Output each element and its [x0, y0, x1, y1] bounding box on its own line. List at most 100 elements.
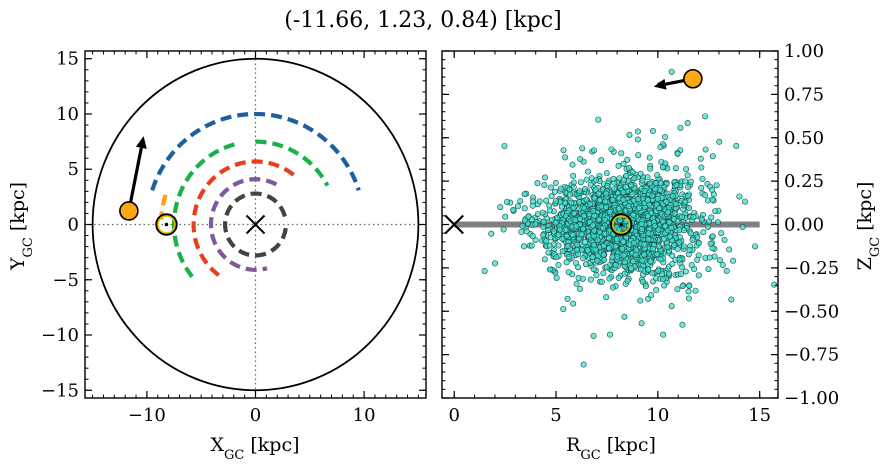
- star-point: [723, 267, 730, 274]
- star-point: [712, 208, 719, 215]
- right-sun-marker: [610, 213, 633, 236]
- star-point: [716, 257, 723, 264]
- star-point: [579, 225, 586, 232]
- left-xlabel-sub: GC: [224, 448, 244, 463]
- left-yaxis-label: YGC [kpc]: [7, 182, 36, 271]
- star-point: [600, 225, 607, 232]
- star-point: [591, 195, 598, 202]
- star-point: [559, 235, 566, 242]
- star-point: [602, 198, 609, 205]
- star-point: [593, 177, 600, 184]
- star-point: [620, 160, 627, 167]
- star-point: [669, 252, 676, 259]
- star-point: [686, 246, 693, 253]
- right-ticks: 0 5 10 15 −1.00 −0.75 −0.50 −0.25 0.00 0.25 0.50 0.…: [442, 41, 839, 426]
- star-point: [621, 270, 628, 277]
- star-point: [590, 332, 597, 339]
- star-point: [676, 256, 683, 263]
- star-point: [649, 192, 656, 199]
- star-point: [679, 283, 686, 290]
- star-point: [668, 303, 675, 310]
- star-point: [612, 243, 619, 250]
- star-point: [718, 230, 725, 237]
- star-point: [689, 236, 696, 243]
- star-point: [654, 172, 661, 179]
- star-point: [758, 30, 763, 35]
- star-point: [682, 268, 689, 275]
- star-point: [621, 313, 628, 320]
- star-point: [672, 201, 679, 208]
- right-ytick-label: 0.25: [784, 171, 824, 192]
- star-point: [573, 246, 580, 253]
- star-point: [631, 175, 638, 182]
- star-point: [564, 295, 571, 302]
- star-point: [685, 295, 692, 302]
- star-point: [771, 281, 778, 288]
- star-point: [697, 155, 704, 162]
- star-point: [609, 284, 616, 291]
- left-ytick-label: 5: [68, 159, 79, 180]
- star-point: [695, 272, 702, 279]
- star-point: [606, 331, 613, 338]
- star-point: [730, 257, 737, 264]
- star-point: [514, 203, 521, 210]
- star-point: [611, 186, 618, 193]
- star-point: [699, 175, 706, 182]
- star-point: [739, 224, 746, 231]
- star-point: [584, 247, 591, 254]
- star-point: [590, 233, 597, 240]
- star-point: [641, 251, 648, 258]
- star-point: [662, 223, 669, 230]
- star-point: [501, 142, 508, 149]
- star-point: [628, 182, 635, 189]
- star-point: [654, 251, 661, 258]
- star-point: [626, 131, 633, 138]
- star-point: [541, 256, 548, 263]
- left-galactic-center-marker: [245, 214, 266, 235]
- star-point: [679, 264, 686, 271]
- star-point: [684, 192, 691, 199]
- star-point: [733, 142, 740, 149]
- star-point: [625, 164, 632, 171]
- star-point: [625, 203, 632, 210]
- star-point: [709, 196, 716, 203]
- right-ytick-label: −0.75: [784, 345, 839, 366]
- right-panel-rz: 0 5 10 15 −1.00 −0.75 −0.50 −0.25 0.00 0.25 0.50 0.…: [441, 30, 883, 463]
- star-point: [666, 233, 673, 240]
- right-yaxis-label: ZGC [kpc]: [854, 182, 883, 271]
- star-point: [536, 198, 543, 205]
- star-point: [612, 262, 619, 269]
- star-point: [683, 166, 690, 173]
- arm-arc-3: [191, 159, 295, 280]
- star-point: [668, 68, 675, 75]
- left-xaxis-label: XGC [kpc]: [210, 434, 299, 463]
- left-ytick-label: −5: [52, 270, 79, 291]
- star-point: [615, 205, 622, 212]
- star-point: [594, 257, 601, 264]
- star-point: [574, 241, 581, 248]
- star-point: [552, 198, 559, 205]
- right-xtick-label: 5: [550, 405, 561, 426]
- star-point: [655, 243, 662, 250]
- star-point: [630, 212, 637, 219]
- star-point: [630, 239, 637, 246]
- star-point: [656, 205, 663, 212]
- star-point: [633, 247, 640, 254]
- star-point: [645, 295, 652, 302]
- star-point: [709, 233, 716, 240]
- star-point: [679, 321, 686, 328]
- star-point: [553, 254, 560, 261]
- star-point: [582, 186, 589, 193]
- right-ytick-label: −0.25: [784, 258, 839, 279]
- star-point: [687, 230, 694, 237]
- star-point: [684, 119, 691, 126]
- star-point: [609, 254, 616, 261]
- star-point: [603, 264, 610, 271]
- left-ylabel-sub: GC: [21, 237, 36, 257]
- star-point: [572, 217, 579, 224]
- star-point: [653, 287, 660, 294]
- star-point: [721, 236, 728, 243]
- star-point: [711, 253, 718, 260]
- star-point: [608, 146, 615, 153]
- right-ylabel-sub: GC: [868, 237, 883, 257]
